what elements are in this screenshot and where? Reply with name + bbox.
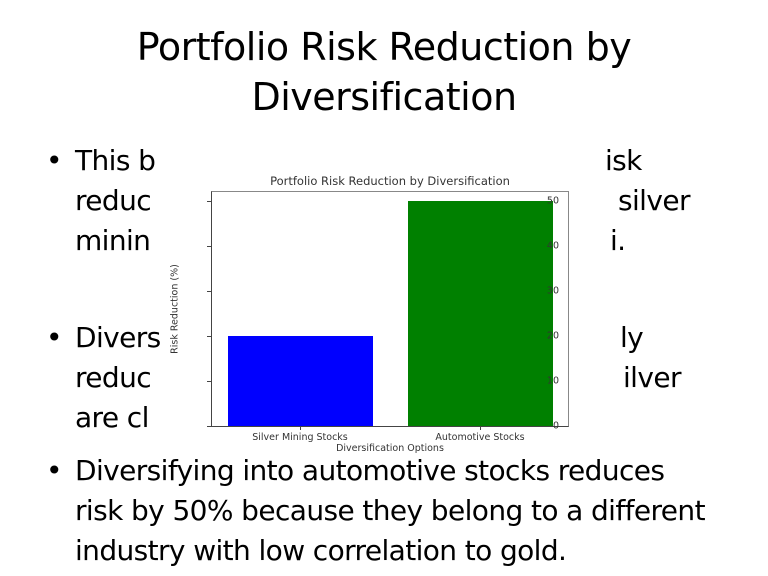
bullet-2-line-2-left: reduc <box>75 361 152 394</box>
y-tick-label: 10 <box>546 375 559 387</box>
slide-title-line-1: Portfolio Risk Reduction by <box>136 25 632 69</box>
bullet-marker: • <box>46 454 63 487</box>
y-tick <box>207 246 211 247</box>
bullet-2-line-1-left: Divers <box>75 321 161 354</box>
bullet-1-line-3-left: minin <box>75 224 151 257</box>
y-tick <box>207 426 211 427</box>
x-tick <box>300 426 301 430</box>
bullet-3-line-2: risk by 50% because they belong to a dif… <box>75 494 706 527</box>
y-tick <box>207 336 211 337</box>
bullet-1-line-1-right: isk <box>605 144 642 177</box>
bullet-1-line-3-right: i. <box>610 224 626 257</box>
y-tick-label: 50 <box>546 195 559 207</box>
bullet-3-line-1: Diversifying into automotive stocks redu… <box>75 454 665 487</box>
bullet-1-line-1-left: This b <box>75 144 156 177</box>
y-tick-label: 20 <box>546 330 559 342</box>
bullet-1-line-2-left: reduc <box>75 184 152 217</box>
y-tick <box>207 381 211 382</box>
bar-automotive-stocks <box>408 201 553 426</box>
x-tick <box>480 426 481 430</box>
x-tick-label: Silver Mining Stocks <box>252 432 348 443</box>
x-axis-label: Diversification Options <box>336 443 444 454</box>
bullet-2-line-2-right: ilver <box>623 361 681 394</box>
y-tick-label: 0 <box>552 420 559 432</box>
slide-title: Portfolio Risk Reduction by Diversificat… <box>0 22 768 122</box>
y-axis-label: Risk Reduction (%) <box>169 264 181 354</box>
bullet-2-line-1-right: ly <box>620 321 644 354</box>
chart-axes: 0 10 20 30 40 50 Silver Mining Stocks Au… <box>207 191 569 443</box>
chart-title: Portfolio Risk Reduction by Diversificat… <box>270 174 510 188</box>
y-tick-label: 40 <box>546 240 559 252</box>
y-tick <box>207 291 211 292</box>
bullet-marker: • <box>46 321 63 354</box>
bullet-marker: • <box>46 144 63 177</box>
chart-image: Portfolio Risk Reduction by Diversificat… <box>163 168 577 458</box>
slide-title-line-2: Diversification <box>251 75 517 119</box>
y-tick <box>207 201 211 202</box>
bullet-3-line-3: industry with low correlation to gold. <box>75 534 567 567</box>
bullet-2-line-3-left: are cl <box>75 401 149 434</box>
x-tick-label: Automotive Stocks <box>435 432 525 443</box>
y-tick-label: 30 <box>546 285 559 297</box>
bullet-1-line-2-right: silver <box>618 184 690 217</box>
bar-silver-mining-stocks <box>228 336 373 426</box>
